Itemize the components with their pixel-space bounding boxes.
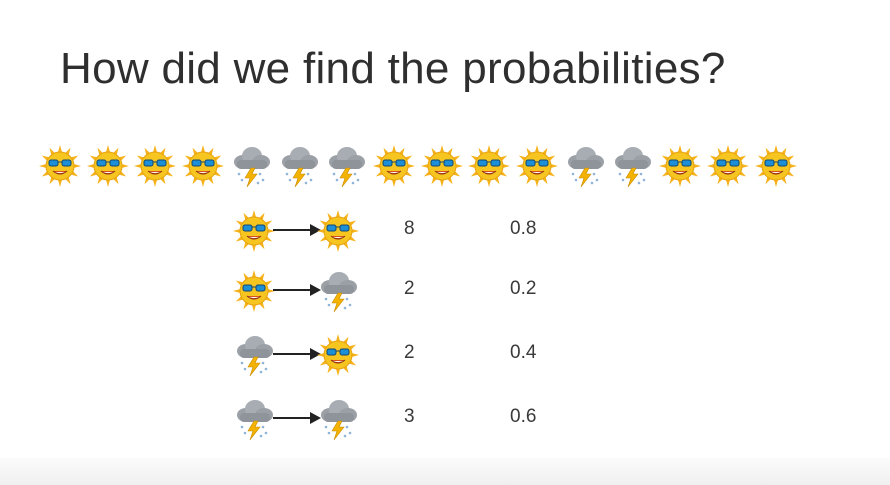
transition-count: 2	[404, 342, 415, 363]
sun-icon	[86, 143, 130, 189]
storm-cloud-icon	[610, 143, 654, 189]
sun-icon	[515, 143, 559, 189]
transition-probability: 0.2	[510, 278, 537, 299]
arrow-right-icon	[273, 284, 321, 296]
sun-icon	[706, 143, 750, 189]
transition-probability: 0.4	[510, 342, 537, 363]
storm-cloud-icon	[316, 268, 360, 314]
sun-icon	[420, 143, 464, 189]
sun-icon	[133, 143, 177, 189]
transition-count: 8	[404, 218, 415, 239]
transition-count: 2	[404, 278, 415, 299]
sun-icon	[372, 143, 416, 189]
sun-icon	[232, 268, 276, 314]
slide-title: How did we find the probabilities?	[60, 44, 726, 93]
transition-probability: 0.8	[510, 218, 537, 239]
transition-row-storm-sun: 2 0.4	[232, 332, 632, 382]
storm-cloud-icon	[316, 396, 360, 442]
sun-icon	[232, 208, 276, 254]
sun-icon	[181, 143, 225, 189]
transition-row-sun-storm: 2 0.2	[232, 268, 632, 318]
arrow-right-icon	[273, 224, 321, 236]
storm-cloud-icon	[232, 332, 276, 378]
storm-cloud-icon	[232, 396, 276, 442]
transition-probability: 0.6	[510, 406, 537, 427]
arrow-right-icon	[273, 348, 321, 360]
sun-icon	[316, 332, 360, 378]
transition-row-storm-storm: 3 0.6	[232, 396, 632, 446]
transition-count: 3	[404, 406, 415, 427]
arrow-right-icon	[273, 412, 321, 424]
bottom-bar	[0, 458, 890, 485]
weather-sequence	[38, 143, 798, 193]
storm-cloud-icon	[229, 143, 273, 189]
storm-cloud-icon	[324, 143, 368, 189]
storm-cloud-icon	[563, 143, 607, 189]
transition-row-sun-sun: 8 0.8	[232, 208, 632, 258]
storm-cloud-icon	[277, 143, 321, 189]
sun-icon	[658, 143, 702, 189]
sun-icon	[316, 208, 360, 254]
sun-icon	[38, 143, 82, 189]
sun-icon	[467, 143, 511, 189]
sun-icon	[754, 143, 798, 189]
